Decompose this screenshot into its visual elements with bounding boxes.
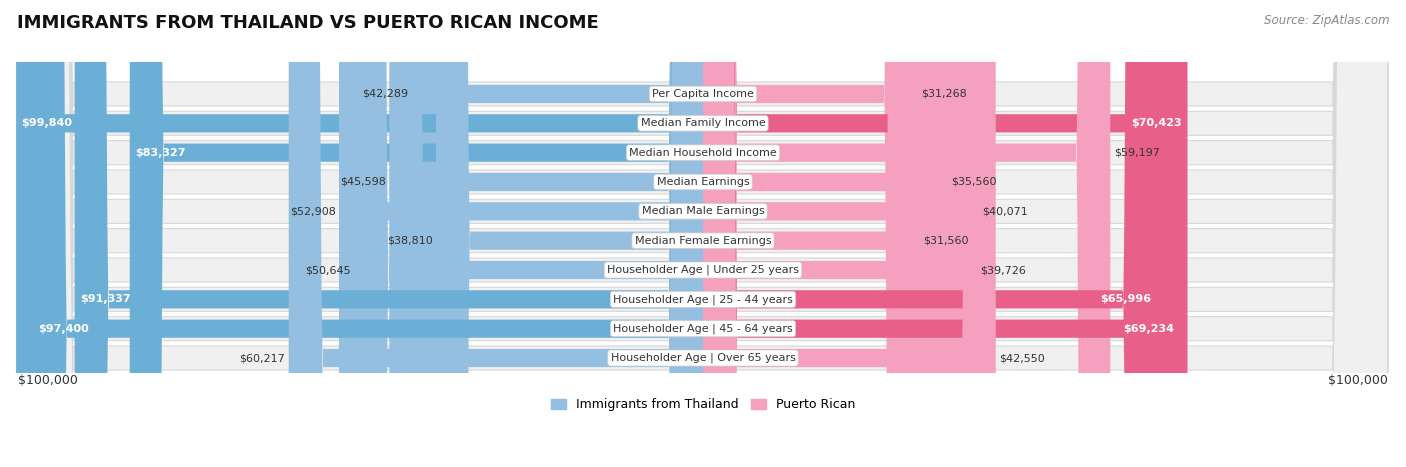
Text: $100,000: $100,000	[18, 374, 79, 387]
FancyBboxPatch shape	[18, 0, 1388, 467]
FancyBboxPatch shape	[703, 0, 995, 467]
FancyBboxPatch shape	[18, 0, 1388, 467]
Text: Median Household Income: Median Household Income	[628, 148, 778, 158]
Text: $83,327: $83,327	[135, 148, 186, 158]
Text: $38,810: $38,810	[387, 236, 433, 246]
FancyBboxPatch shape	[436, 0, 703, 467]
Text: $69,234: $69,234	[1123, 324, 1174, 334]
FancyBboxPatch shape	[15, 0, 703, 467]
Text: Per Capita Income: Per Capita Income	[652, 89, 754, 99]
FancyBboxPatch shape	[703, 0, 1111, 467]
Text: $52,908: $52,908	[290, 206, 336, 216]
FancyBboxPatch shape	[339, 0, 703, 467]
Text: Householder Age | 45 - 64 years: Householder Age | 45 - 64 years	[613, 324, 793, 334]
FancyBboxPatch shape	[703, 0, 948, 467]
Text: Householder Age | Over 65 years: Householder Age | Over 65 years	[610, 353, 796, 363]
Text: IMMIGRANTS FROM THAILAND VS PUERTO RICAN INCOME: IMMIGRANTS FROM THAILAND VS PUERTO RICAN…	[17, 14, 599, 32]
FancyBboxPatch shape	[18, 0, 1388, 467]
FancyBboxPatch shape	[703, 0, 976, 467]
FancyBboxPatch shape	[18, 0, 1388, 467]
Text: $31,268: $31,268	[921, 89, 967, 99]
Text: $42,289: $42,289	[363, 89, 409, 99]
FancyBboxPatch shape	[32, 0, 703, 467]
FancyBboxPatch shape	[412, 0, 703, 467]
FancyBboxPatch shape	[703, 0, 1188, 467]
Text: $65,996: $65,996	[1101, 294, 1152, 304]
Text: $97,400: $97,400	[38, 324, 89, 334]
Text: $31,560: $31,560	[924, 236, 969, 246]
Text: $91,337: $91,337	[80, 294, 131, 304]
Text: Householder Age | Under 25 years: Householder Age | Under 25 years	[607, 265, 799, 275]
Text: $59,197: $59,197	[1114, 148, 1160, 158]
FancyBboxPatch shape	[18, 0, 1388, 467]
FancyBboxPatch shape	[288, 0, 703, 467]
FancyBboxPatch shape	[18, 0, 1388, 467]
Text: Median Family Income: Median Family Income	[641, 118, 765, 128]
FancyBboxPatch shape	[703, 0, 1157, 467]
FancyBboxPatch shape	[75, 0, 703, 467]
Text: $35,560: $35,560	[950, 177, 997, 187]
Text: Median Earnings: Median Earnings	[657, 177, 749, 187]
Legend: Immigrants from Thailand, Puerto Rican: Immigrants from Thailand, Puerto Rican	[546, 393, 860, 416]
FancyBboxPatch shape	[703, 0, 1180, 467]
Text: Median Female Earnings: Median Female Earnings	[634, 236, 772, 246]
FancyBboxPatch shape	[703, 0, 979, 467]
FancyBboxPatch shape	[354, 0, 703, 467]
Text: $42,550: $42,550	[1000, 353, 1045, 363]
FancyBboxPatch shape	[703, 0, 918, 467]
Text: $60,217: $60,217	[239, 353, 285, 363]
Text: $99,840: $99,840	[21, 118, 73, 128]
FancyBboxPatch shape	[389, 0, 703, 467]
Text: $100,000: $100,000	[1327, 374, 1388, 387]
FancyBboxPatch shape	[18, 0, 1388, 467]
Text: Median Male Earnings: Median Male Earnings	[641, 206, 765, 216]
Text: $50,645: $50,645	[305, 265, 352, 275]
FancyBboxPatch shape	[18, 0, 1388, 467]
Text: $45,598: $45,598	[340, 177, 385, 187]
FancyBboxPatch shape	[18, 0, 1388, 467]
FancyBboxPatch shape	[129, 0, 703, 467]
Text: Source: ZipAtlas.com: Source: ZipAtlas.com	[1264, 14, 1389, 27]
Text: $70,423: $70,423	[1132, 118, 1182, 128]
FancyBboxPatch shape	[703, 0, 920, 467]
Text: $39,726: $39,726	[980, 265, 1025, 275]
Text: Householder Age | 25 - 44 years: Householder Age | 25 - 44 years	[613, 294, 793, 304]
FancyBboxPatch shape	[18, 0, 1388, 467]
Text: $40,071: $40,071	[983, 206, 1028, 216]
